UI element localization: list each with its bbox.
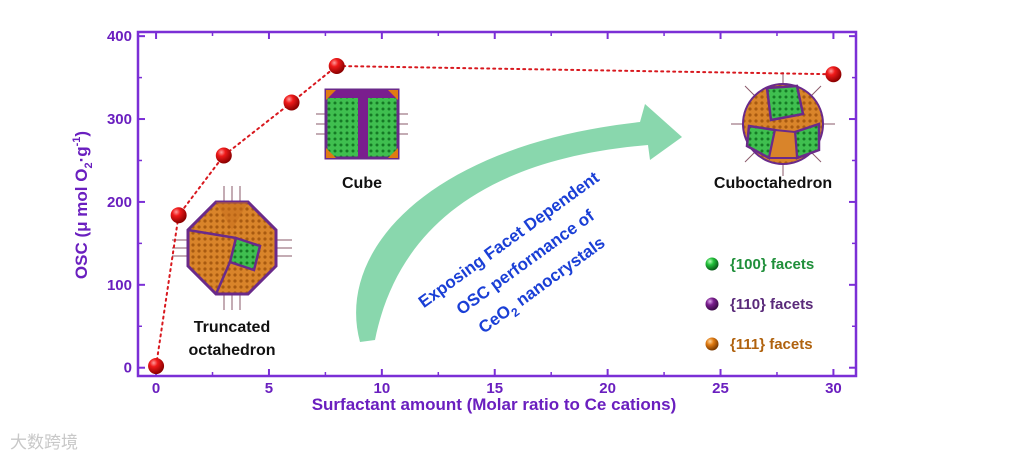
legend-marker [705, 337, 719, 351]
x-tick-label: 0 [152, 380, 160, 397]
plot-border [136, 30, 858, 378]
watermark: 大数跨境 [10, 433, 78, 453]
y-tick-label: 400 [107, 28, 132, 45]
svg-text:OSC (μ mol O2·g-1): OSC (μ mol O2·g-1) [71, 131, 95, 279]
data-point [283, 94, 300, 111]
label-truncated-octahedron-2: octahedron [188, 342, 275, 359]
x-tick-label: 5 [265, 380, 273, 397]
x-axis-label: Surfactant amount (Molar ratio to Ce cat… [312, 395, 677, 414]
y-axis-label: OSC (μ mol O2·g-1) [71, 131, 95, 279]
y-tick-label: 100 [107, 277, 132, 294]
data-point [170, 207, 187, 224]
cuboctahedron-illustration [731, 72, 835, 176]
x-tick-label: 15 [486, 380, 503, 397]
legend-marker [705, 297, 719, 311]
curved-arrow [356, 104, 682, 342]
label-cuboctahedron: Cuboctahedron [714, 175, 832, 192]
data-point [328, 57, 345, 74]
y-tick-label: 200 [107, 194, 132, 211]
x-tick-label: 25 [712, 380, 729, 397]
data-point [148, 358, 165, 375]
truncated-octahedron-illustration [172, 186, 292, 310]
x-axis-ticks: 0 5 10 15 20 25 30 [152, 32, 842, 397]
legend-marker [705, 257, 719, 271]
label-truncated-octahedron-1: Truncated [194, 319, 270, 336]
legend-label: {111} facets [730, 336, 813, 353]
x-tick-label: 10 [374, 380, 391, 397]
cube-illustration [316, 88, 408, 160]
legend-label: {110} facets [730, 296, 813, 313]
x-tick-label: 30 [825, 380, 842, 397]
data-point [825, 66, 842, 83]
label-cube: Cube [342, 175, 382, 192]
legend-label: {100} facets [730, 256, 814, 273]
facet-legend: {100} facets {110} facets {111} facets [705, 256, 814, 353]
series-line [155, 64, 835, 368]
y-tick-label: 300 [107, 111, 132, 128]
y-tick-label: 0 [124, 360, 132, 377]
plot-frame [136, 30, 858, 378]
osc-series [148, 57, 842, 375]
x-tick-label: 20 [599, 380, 616, 397]
y-axis-ticks: 0 100 200 300 400 [107, 28, 856, 377]
data-point [215, 147, 232, 164]
